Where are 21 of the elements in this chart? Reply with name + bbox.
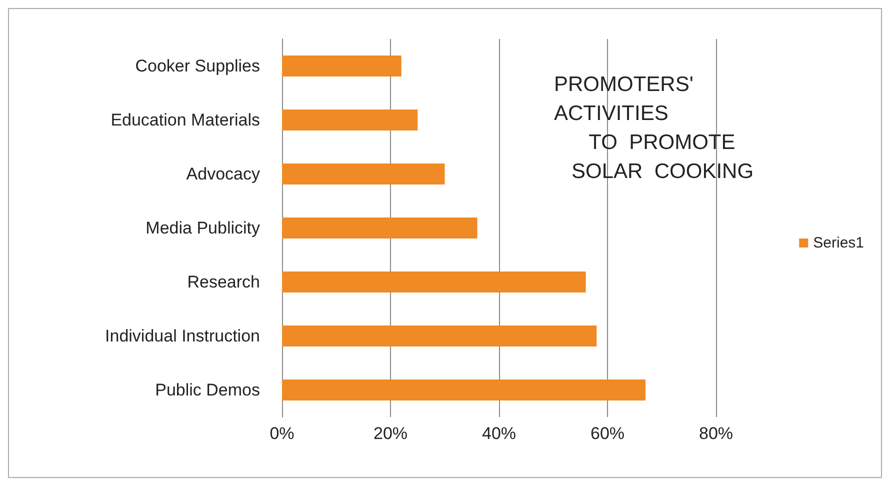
y-tick-label: Media Publicity [146, 218, 260, 238]
y-tick-label: Education Materials [110, 110, 260, 130]
x-tick-label: 80% [698, 424, 734, 443]
y-tick-label: Individual Instruction [105, 326, 260, 346]
text: PROMOTERS' ACTIVITIES TO PROMOTE SOLAR COOKING [554, 73, 754, 183]
y-tick-label: Cooker Supplies [135, 56, 260, 76]
legend-label: Series1 [813, 234, 864, 252]
bar [282, 326, 597, 346]
x-tick-label: 20% [373, 424, 408, 443]
x-tick-label: 40% [482, 424, 516, 443]
bar [282, 56, 402, 76]
y-tick-label: Advocacy [186, 164, 260, 184]
x-tick-label: 60% [590, 424, 625, 443]
y-tick-label: Public Demos [155, 380, 260, 400]
bar [282, 380, 646, 400]
bar [282, 218, 478, 238]
y-tick-label: Research [187, 272, 260, 292]
x-tick-label: 0% [270, 424, 294, 443]
bar [282, 272, 586, 292]
bar [282, 164, 445, 184]
bar [282, 110, 418, 130]
